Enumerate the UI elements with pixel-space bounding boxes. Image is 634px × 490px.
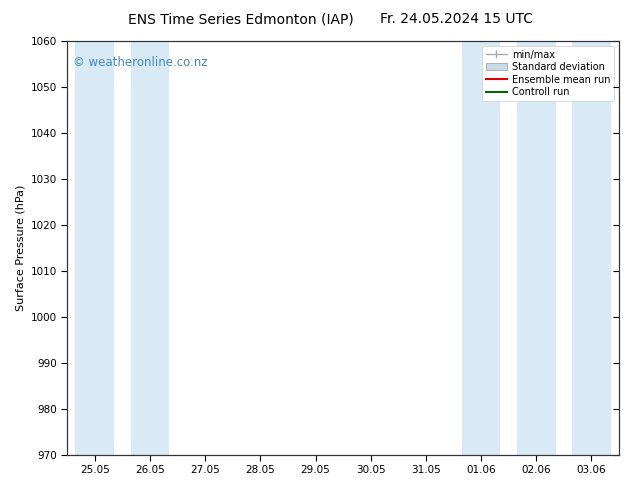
Text: © weatheronline.co.nz: © weatheronline.co.nz	[73, 55, 207, 69]
Y-axis label: Surface Pressure (hPa): Surface Pressure (hPa)	[15, 185, 25, 311]
Legend: min/max, Standard deviation, Ensemble mean run, Controll run: min/max, Standard deviation, Ensemble me…	[482, 46, 614, 101]
Bar	[131, 41, 169, 455]
Bar	[572, 41, 611, 455]
Text: ENS Time Series Edmonton (IAP): ENS Time Series Edmonton (IAP)	[128, 12, 354, 26]
Text: Fr. 24.05.2024 15 UTC: Fr. 24.05.2024 15 UTC	[380, 12, 533, 26]
Bar	[517, 41, 555, 455]
Bar	[462, 41, 500, 455]
Bar	[75, 41, 114, 455]
